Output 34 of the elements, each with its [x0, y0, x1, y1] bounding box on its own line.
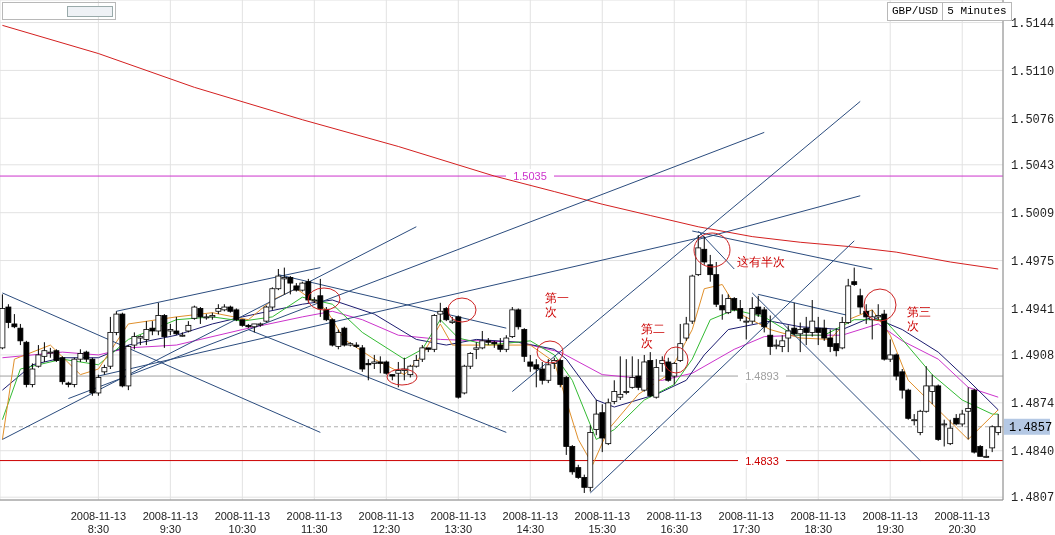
chart-subtitle: 5 Minutes — [946, 4, 1008, 19]
y-tick-label: 1.4908 — [1011, 349, 1055, 364]
y-tick-label: 1.4840 — [1011, 444, 1055, 459]
x-tick-label: 2008-11-13 20:30 — [934, 510, 990, 535]
y-tick-label: 1.4941 — [1011, 302, 1055, 317]
y-tick-label: 1.4807 — [1011, 491, 1055, 506]
chart-title: GBP/USD — [888, 3, 944, 20]
x-tick-label: 2008-11-13 16:30 — [646, 510, 702, 535]
x-tick-label: 2008-11-13 10:30 — [214, 510, 271, 535]
x-tick-label: 2008-11-13 15:30 — [574, 510, 631, 535]
annotation: 第二次 — [641, 322, 665, 350]
ref-line-label: 1.5035 — [513, 170, 547, 183]
x-tick-label: 2008-11-13 19:30 — [862, 510, 918, 535]
x-tick-label: 2008-11-13 9:30 — [142, 510, 199, 535]
annotation: 第三次 — [907, 305, 931, 333]
y-tick-label: 1.5009 — [1011, 206, 1055, 221]
annotation: 这有半次 — [737, 255, 785, 269]
y-tick-label: 1.5076 — [1011, 112, 1055, 127]
ref-line-label: 1.4833 — [745, 454, 779, 467]
ref-line-label: 1.4893 — [745, 370, 779, 383]
x-tick-label: 2008-11-13 13:30 — [430, 510, 487, 535]
x-tick-label: 2008-11-13 18:30 — [790, 510, 846, 535]
x-tick-label: 2008-11-13 8:30 — [70, 510, 127, 535]
y-tick-label: 1.4975 — [1011, 254, 1055, 269]
y-tick-label: 1.5110 — [1011, 64, 1055, 79]
x-tick-label: 2008-11-13 11:30 — [286, 510, 343, 535]
ref-line-label: 1.4857 — [1009, 420, 1053, 435]
annotation: 第一次 — [545, 291, 569, 319]
y-tick-label: 1.5144 — [1011, 16, 1055, 31]
x-tick-label: 2008-11-13 12:30 — [358, 510, 415, 535]
y-tick-label: 1.5043 — [1011, 159, 1055, 174]
y-tick-label: 1.4874 — [1011, 397, 1055, 412]
x-tick-label: 2008-11-13 17:30 — [718, 510, 774, 535]
x-tick-label: 2008-11-13 14:30 — [502, 510, 559, 535]
